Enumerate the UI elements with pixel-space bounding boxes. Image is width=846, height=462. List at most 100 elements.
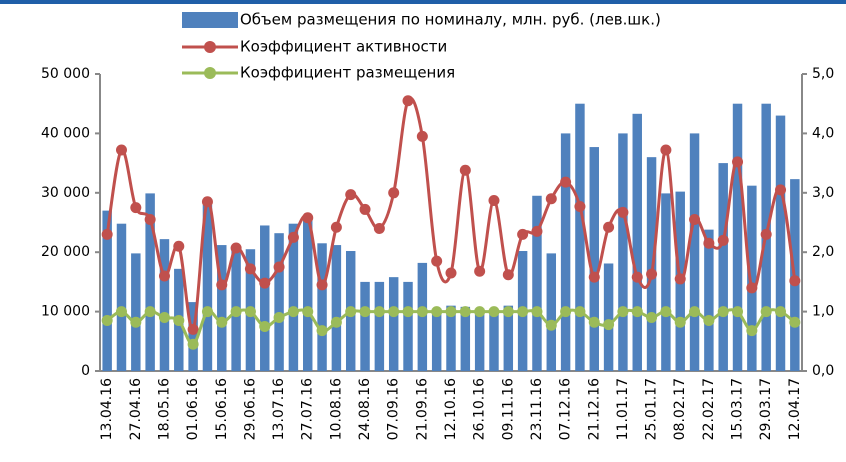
marker	[259, 320, 271, 332]
marker	[545, 193, 557, 205]
bar	[632, 113, 642, 371]
x-tick-label: 27.04.16	[128, 378, 144, 440]
bar	[618, 133, 628, 371]
marker	[101, 228, 113, 240]
marker	[789, 275, 801, 287]
marker	[560, 176, 572, 188]
marker	[631, 306, 643, 318]
marker	[330, 316, 342, 328]
bar	[718, 163, 728, 371]
x-tick-label: 07.09.16	[386, 378, 402, 440]
marker	[517, 306, 529, 318]
marker	[760, 306, 772, 318]
marker	[158, 270, 170, 282]
marker	[488, 306, 500, 318]
bar	[546, 253, 557, 371]
bar	[188, 302, 198, 371]
marker	[646, 268, 658, 280]
legend-swatch	[182, 12, 238, 28]
bar	[303, 219, 313, 371]
bar	[360, 281, 370, 371]
marker	[115, 306, 127, 318]
marker	[617, 306, 629, 318]
marker	[373, 222, 385, 234]
y2-tick-label: 4,0	[812, 125, 834, 141]
x-tick-label: 29.03.17	[758, 378, 774, 440]
marker	[402, 306, 414, 318]
marker	[603, 221, 615, 233]
bar	[202, 204, 213, 371]
marker	[459, 306, 471, 318]
marker	[230, 242, 242, 254]
y-tick-label: 0	[81, 363, 90, 379]
legend: Объем размещения по номиналу, млн. руб. …	[182, 11, 661, 82]
x-tick-label: 22.02.17	[701, 378, 717, 440]
x-tick-label: 12.04.17	[787, 378, 803, 440]
bar	[217, 245, 227, 371]
y2-tick-label: 2,0	[812, 244, 834, 260]
marker	[689, 214, 701, 226]
bar	[575, 103, 585, 371]
x-tick-label: 26.10.16	[472, 378, 488, 440]
marker	[388, 187, 400, 199]
marker	[173, 315, 185, 327]
y2-tick-label: 3,0	[812, 185, 834, 201]
marker	[244, 306, 256, 318]
bar	[589, 147, 599, 371]
marker	[445, 267, 457, 279]
marker	[717, 306, 729, 318]
marker	[158, 312, 170, 324]
marker	[173, 240, 185, 252]
marker	[244, 263, 256, 275]
legend-label: Коэффициент размещения	[240, 64, 455, 82]
marker	[517, 228, 529, 240]
top-border	[0, 0, 846, 4]
marker	[115, 144, 127, 156]
bar	[446, 305, 456, 371]
marker	[488, 195, 500, 207]
marker	[502, 269, 514, 281]
marker	[474, 265, 486, 277]
legend-label: Объем размещения по номиналу, млн. руб. …	[240, 11, 661, 29]
x-tick-label: 29.06.16	[242, 378, 258, 440]
marker	[273, 261, 285, 273]
legend-marker	[204, 41, 216, 53]
marker	[144, 306, 156, 318]
bar	[431, 308, 442, 371]
marker	[588, 271, 600, 283]
bar	[403, 281, 413, 371]
x-tick-label: 09.11.16	[500, 378, 516, 440]
marker	[431, 306, 443, 318]
marker	[431, 255, 443, 267]
x-tick-label: 12.10.16	[443, 378, 459, 440]
x-tick-label: 15.03.17	[730, 378, 746, 440]
marker	[201, 306, 213, 318]
marker	[130, 202, 142, 214]
x-tick-label: 23.11.16	[529, 378, 545, 440]
y2-tick-label: 0,0	[812, 363, 834, 379]
bar	[260, 225, 270, 371]
x-tick-label: 27.07.16	[300, 378, 316, 440]
bar	[102, 210, 112, 371]
y-tick-label: 30 000	[41, 185, 90, 201]
marker	[287, 231, 299, 243]
marker	[746, 282, 758, 294]
bar	[131, 253, 141, 371]
bar	[474, 308, 485, 371]
bar	[775, 115, 786, 371]
bar	[732, 103, 743, 371]
bar	[489, 309, 499, 371]
marker	[674, 273, 686, 285]
bar	[274, 233, 284, 371]
marker	[474, 306, 486, 318]
marker	[373, 306, 385, 318]
marker	[674, 316, 686, 328]
marker	[416, 306, 428, 318]
marker	[144, 214, 156, 226]
marker	[330, 221, 342, 233]
x-tick-label: 13.04.16	[99, 378, 115, 440]
marker	[789, 316, 801, 328]
marker	[531, 306, 543, 318]
marker	[345, 306, 357, 318]
